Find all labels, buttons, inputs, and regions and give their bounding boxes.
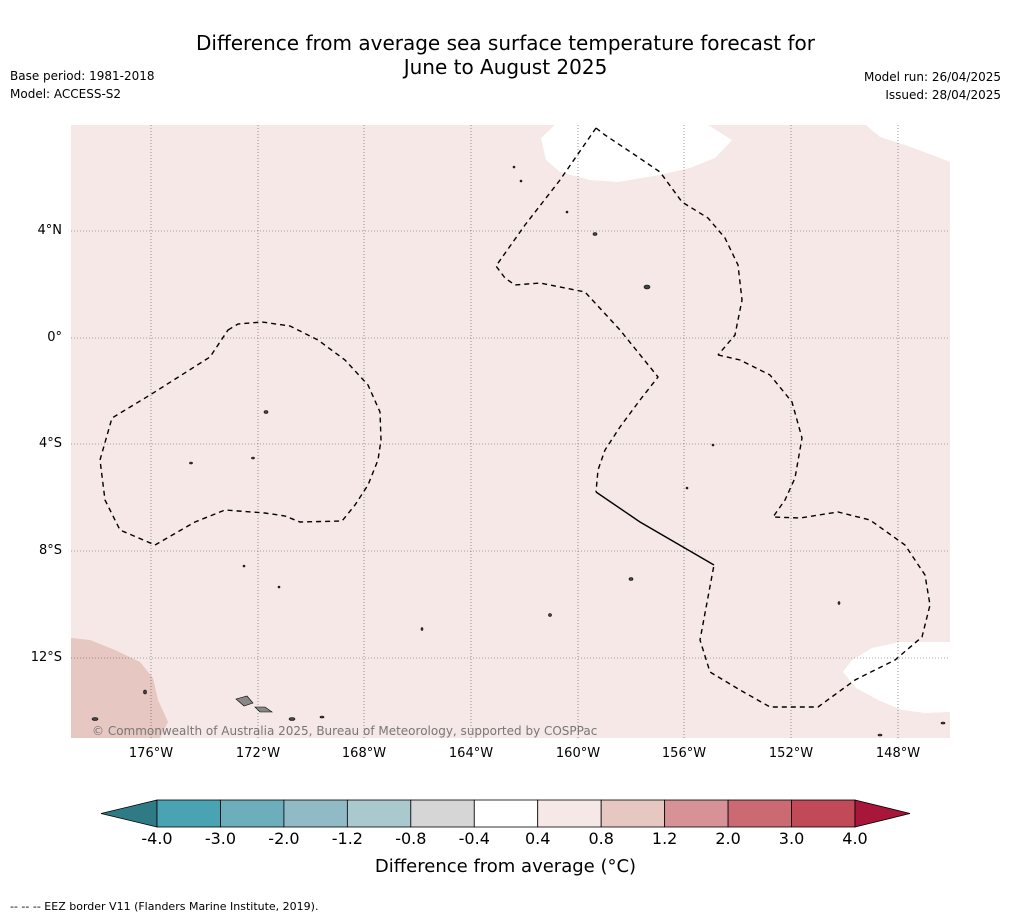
island-21 <box>940 721 946 725</box>
colorbar-segment <box>727 799 792 828</box>
colorbar-title: Difference from average (°C) <box>374 856 637 877</box>
colorbar-segment <box>156 799 221 828</box>
island-15 <box>519 179 523 183</box>
colorbar-tick-label: 0.4 <box>524 829 551 848</box>
island-14 <box>512 165 516 169</box>
colorbar-segment <box>600 799 666 828</box>
island-1 <box>263 410 269 414</box>
colorbar-tick-label: -3.0 <box>204 829 237 848</box>
island-20 <box>277 585 281 589</box>
map-background <box>71 125 950 738</box>
lon-label-148w: 148°W <box>875 746 921 761</box>
title-line-2: June to August 2025 <box>403 55 608 79</box>
island-savaii <box>254 706 273 713</box>
colorbar-tick-label: 2.0 <box>715 829 741 848</box>
eez-borders <box>99 127 931 708</box>
lon-label-176w: 176°W <box>128 746 174 761</box>
island-7 <box>288 717 296 721</box>
colorbar-segment <box>473 799 539 828</box>
meta-left: Base period: 1981-2018 Model: ACCESS-S2 <box>10 67 155 103</box>
colorbar-segment <box>346 799 412 828</box>
warm-area-south-west <box>71 638 168 738</box>
graticule <box>71 125 950 738</box>
colorbar <box>100 799 911 828</box>
eez-border-central-west <box>495 127 659 493</box>
lat-label-4n: 4°N <box>37 223 63 238</box>
eez-border-east <box>699 354 931 708</box>
colorbar-tick-label: -0.4 <box>458 829 490 848</box>
island-19 <box>242 564 246 568</box>
island-2 <box>592 232 598 236</box>
colorbar-segment <box>283 799 348 828</box>
model-run: Model run: 26/04/2025 <box>863 70 1001 84</box>
colorbar-segment <box>220 799 285 828</box>
island-13 <box>685 486 689 490</box>
eez-legend-note: -- -- -- EEZ border V11 (Flanders Marine… <box>10 900 319 913</box>
meta-right: Model run: 26/04/2025 Issued: 28/04/2025 <box>864 68 1001 104</box>
island-9 <box>548 613 552 617</box>
lon-label-152w: 152°W <box>768 746 814 761</box>
island-16 <box>565 210 569 214</box>
island-6 <box>91 717 99 721</box>
colorbar-segment <box>410 799 475 828</box>
neutral-area-north-east <box>866 125 950 162</box>
eez-border-central <box>595 127 743 356</box>
island-8 <box>319 715 325 719</box>
colorbar-segment <box>664 799 729 828</box>
islands <box>91 165 946 737</box>
base-period: Base period: 1981-2018 <box>10 69 155 83</box>
map-title: Difference from average sea surface temp… <box>0 31 1011 79</box>
island-17 <box>420 627 424 631</box>
colorbar-extend-high <box>854 799 911 828</box>
issued-date: Issued: 28/04/2025 <box>885 88 1001 102</box>
lat-label-8s: 8°S <box>38 543 62 558</box>
island-upolu <box>235 695 254 707</box>
island-5 <box>143 689 147 695</box>
border-solid-segment <box>595 491 715 566</box>
island-10 <box>189 461 193 465</box>
island-4 <box>628 577 634 581</box>
colorbar-tick-label: -2.0 <box>268 829 300 848</box>
island-3 <box>643 284 651 290</box>
island-22 <box>877 733 883 737</box>
copyright-notice: © Commonwealth of Australia 2025, Bureau… <box>92 724 598 738</box>
colorbar-tick-label: -1.2 <box>331 829 363 848</box>
colorbar-tick-label: 0.8 <box>588 829 614 848</box>
lon-label-160w: 160°W <box>555 746 601 761</box>
lon-label-168w: 168°W <box>341 746 387 761</box>
lon-label-156w: 156°W <box>661 746 707 761</box>
island-18 <box>837 601 841 605</box>
island-12 <box>711 443 715 447</box>
lat-label-12s: 12°S <box>30 650 62 665</box>
colorbar-segment <box>537 799 602 828</box>
model-name: Model: ACCESS-S2 <box>10 87 122 101</box>
colorbar-tick-label: -4.0 <box>141 829 173 848</box>
colorbar-tick-label: 1.2 <box>651 829 678 848</box>
colorbar-tick-label: -0.8 <box>395 829 427 848</box>
lon-label-164w: 164°W <box>448 746 494 761</box>
colorbar-tick-label: 3.0 <box>778 829 805 848</box>
colorbar-extend-low <box>100 799 158 828</box>
lon-label-172w: 172°W <box>235 746 281 761</box>
eez-border-west <box>99 321 382 546</box>
lat-label-0: 0° <box>47 330 62 345</box>
island-11 <box>251 456 255 460</box>
colorbar-tick-label: 4.0 <box>842 829 868 848</box>
neutral-area-south-east <box>843 642 950 713</box>
colorbar-segment <box>791 799 856 828</box>
lat-label-4s: 4°S <box>38 436 62 451</box>
title-line-1: Difference from average sea surface temp… <box>195 31 815 55</box>
